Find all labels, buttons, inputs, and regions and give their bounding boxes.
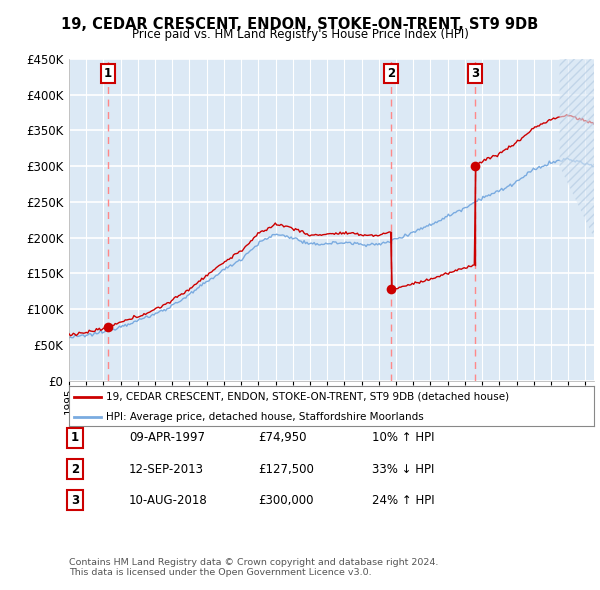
Text: 24% ↑ HPI: 24% ↑ HPI: [372, 494, 434, 507]
Text: £300,000: £300,000: [258, 494, 314, 507]
Text: 19, CEDAR CRESCENT, ENDON, STOKE-ON-TRENT, ST9 9DB (detached house): 19, CEDAR CRESCENT, ENDON, STOKE-ON-TREN…: [106, 392, 509, 402]
Text: £74,950: £74,950: [258, 431, 307, 444]
Text: 10-AUG-2018: 10-AUG-2018: [129, 494, 208, 507]
Text: £127,500: £127,500: [258, 463, 314, 476]
Text: Price paid vs. HM Land Registry's House Price Index (HPI): Price paid vs. HM Land Registry's House …: [131, 28, 469, 41]
Text: Contains HM Land Registry data © Crown copyright and database right 2024.
This d: Contains HM Land Registry data © Crown c…: [69, 558, 439, 577]
Text: 19, CEDAR CRESCENT, ENDON, STOKE-ON-TRENT, ST9 9DB: 19, CEDAR CRESCENT, ENDON, STOKE-ON-TREN…: [61, 17, 539, 31]
Text: 2: 2: [387, 67, 395, 80]
Text: 1: 1: [104, 67, 112, 80]
Text: 10% ↑ HPI: 10% ↑ HPI: [372, 431, 434, 444]
Polygon shape: [560, 59, 594, 238]
Text: 1: 1: [71, 431, 79, 444]
Text: 2: 2: [71, 463, 79, 476]
Text: 09-APR-1997: 09-APR-1997: [129, 431, 205, 444]
Text: 3: 3: [71, 494, 79, 507]
Text: 12-SEP-2013: 12-SEP-2013: [129, 463, 204, 476]
Text: 3: 3: [471, 67, 479, 80]
Text: HPI: Average price, detached house, Staffordshire Moorlands: HPI: Average price, detached house, Staf…: [106, 412, 424, 422]
Text: 33% ↓ HPI: 33% ↓ HPI: [372, 463, 434, 476]
